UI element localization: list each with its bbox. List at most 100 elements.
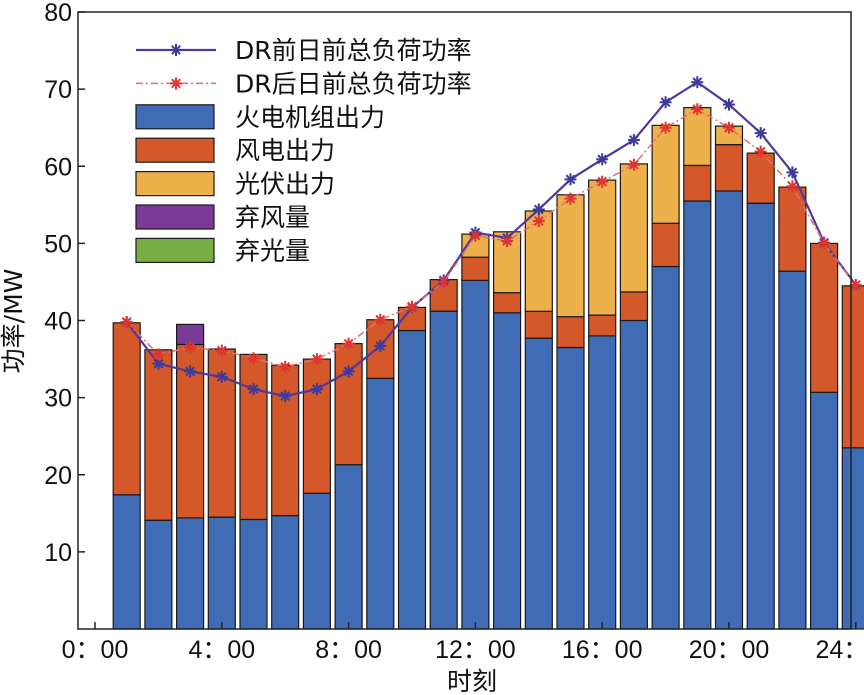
line-point-s1-h1	[120, 316, 133, 329]
legend-swatch	[135, 204, 215, 230]
legend-item-bar-1: 风电出力	[135, 136, 335, 165]
bar-segment-s0-h22	[778, 270, 807, 630]
line-point-s1-h24	[849, 279, 862, 292]
bar-segment-s1-h5	[239, 353, 268, 520]
bar-segment-s1-h12	[461, 256, 490, 281]
bar-segment-s1-h14	[524, 310, 553, 339]
legend-item-bar-4: 弃光量	[135, 236, 310, 265]
line-series-1	[126, 108, 857, 368]
line-point-s0-h18	[659, 96, 672, 109]
legend-marker	[170, 77, 182, 90]
x-tick-label: 0：00	[62, 636, 129, 664]
line-point-s0-h7	[310, 383, 323, 396]
bar-segment-s0-h1	[112, 494, 141, 630]
line-point-s1-h10	[406, 300, 418, 313]
legend-label: 弃风量	[235, 203, 310, 232]
x-tick-label: 12：00	[435, 636, 516, 664]
bar-segment-s0-h17	[619, 319, 649, 630]
legend-swatch	[135, 104, 215, 130]
y-tick-label: 10	[44, 539, 72, 567]
bar-segment-s0-h12	[461, 279, 490, 630]
bar-segment-s0-h9	[366, 377, 395, 630]
line-point-s0-h20	[723, 98, 735, 111]
legend-swatch	[135, 237, 215, 263]
legend-item-bar-0: 火电机组出力	[135, 103, 385, 132]
line-point-s1-h20	[723, 121, 735, 134]
bar-segment-s0-h6	[271, 514, 300, 630]
bar-segment-s0-h8	[334, 464, 363, 630]
line-point-s1-h6	[279, 360, 292, 373]
line-point-s0-h22	[786, 166, 799, 179]
bar-segment-s1-h17	[619, 291, 649, 322]
line-point-s0-h6	[279, 390, 292, 403]
ticks-layer: 10 20 30 40 50 60 70 80 0：00 4：00 8：00 12：00 16：00 20…	[44, 0, 864, 664]
bar-segment-s0-h7	[302, 492, 331, 630]
x-tick-label: 8：00	[315, 636, 382, 664]
bar-segment-s1-h18	[651, 222, 680, 268]
bar-segment-s0-h16	[588, 335, 617, 630]
bar-segment-s2-h17	[619, 163, 649, 293]
legend-marker	[170, 44, 182, 56]
bar-segment-s0-h10	[397, 329, 427, 630]
line-point-s1-h8	[342, 337, 355, 350]
line-point-s0-h21	[754, 127, 767, 140]
bar-segment-s0-h15	[556, 346, 585, 630]
bar-segment-s1-h7	[302, 358, 331, 494]
y-tick-label: 20	[44, 462, 72, 490]
bar-segment-s1-h6	[271, 364, 300, 517]
line-point-s1-h22	[786, 180, 799, 193]
line-point-s1-h11	[437, 275, 450, 288]
bar-segment-s1-h16	[588, 314, 617, 337]
x-tick-label: 24：00	[815, 636, 864, 664]
y-axis-title: 功率/MW	[0, 269, 28, 374]
bar-segment-s0-h14	[524, 337, 553, 630]
y-tick-label: 50	[44, 230, 72, 258]
bars-layer	[112, 106, 864, 630]
line-point-s0-h17	[627, 134, 640, 147]
line-point-s0-h14	[532, 203, 545, 216]
x-tick-label: 16：00	[562, 636, 643, 664]
bar-segment-s0-h4	[207, 516, 236, 630]
x-axis-title: 时刻	[447, 667, 497, 695]
line-point-s1-h23	[818, 237, 831, 250]
line-series-0	[125, 80, 857, 398]
bar-segment-s1-h21	[746, 152, 775, 204]
line-point-s0-h8	[342, 365, 355, 378]
bar-segment-s0-h19	[683, 200, 712, 630]
bar-segment-s1-h1	[112, 322, 141, 496]
lines-layer	[120, 76, 862, 403]
line-point-s0-h9	[374, 339, 387, 352]
legend-item-line-0: DR前日前总负荷功率	[136, 36, 472, 65]
y-tick-label: 60	[44, 153, 72, 181]
line-point-s0-h15	[564, 173, 577, 186]
line-point-s1-h16	[596, 175, 609, 188]
bar-segment-s1-h2	[144, 349, 173, 521]
bar-segment-s1-h22	[778, 186, 807, 272]
y-tick-label: 80	[44, 0, 72, 27]
legend-label: DR前日前总负荷功率	[235, 36, 472, 65]
bar-segment-s0-h11	[429, 310, 458, 630]
bar-segment-s1-h8	[334, 343, 363, 466]
legend-item-bar-3: 弃风量	[135, 203, 310, 232]
legend-swatch	[135, 137, 215, 163]
bar-segment-s0-h18	[651, 265, 680, 630]
bar-segment-s0-h2	[144, 519, 173, 630]
x-tick-label: 20：00	[689, 636, 770, 664]
line-point-s0-h16	[596, 153, 609, 166]
line-point-s1-h17	[627, 158, 640, 171]
legend-label: 火电机组出力	[235, 103, 385, 132]
line-point-s1-h7	[310, 353, 323, 366]
bar-segment-s0-h23	[809, 391, 839, 630]
bar-segment-s3-h3	[176, 323, 205, 346]
legend-label: 风电出力	[235, 136, 335, 165]
bar-segment-s0-h21	[746, 202, 775, 630]
legend-label: 光伏出力	[235, 170, 335, 199]
x-tick-label: 4：00	[188, 636, 255, 664]
bar-segment-s1-h19	[683, 164, 712, 202]
bar-segment-s2-h16	[588, 179, 617, 316]
bar-segment-s0-h13	[493, 312, 522, 630]
legend-label: DR后日前总负荷功率	[235, 69, 472, 98]
